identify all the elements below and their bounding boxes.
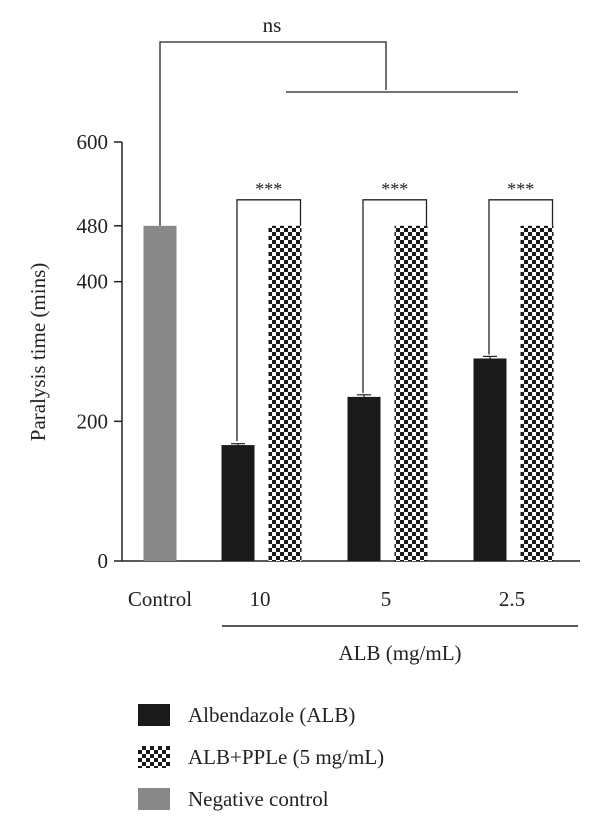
x-tick-label: Control — [128, 587, 192, 611]
significance-label: *** — [255, 179, 282, 199]
legend-swatch-solid — [138, 704, 170, 726]
significance-bracket — [362, 199, 428, 393]
y-tick-label: 400 — [77, 270, 109, 294]
legend-swatch-checker — [138, 746, 170, 768]
bar-chart: 0 200 400 480 600 Control 10 5 2.5 *** *** *** ns P… — [26, 13, 580, 665]
bar — [473, 358, 507, 561]
y-tick-label: 480 — [77, 214, 109, 238]
ns-bracket — [159, 41, 387, 226]
bar — [221, 445, 255, 561]
x-tick-label: 5 — [381, 587, 392, 611]
y-tick-label: 600 — [77, 130, 109, 154]
bar — [347, 396, 381, 561]
legend-item-negative-control: Negative control — [138, 784, 384, 814]
legend-item-alb-pple: ALB+PPLe (5 mg/mL) — [138, 742, 384, 772]
legend-label: Albendazole (ALB) — [188, 702, 356, 727]
x-tick-label: 10 — [250, 587, 271, 611]
ns-label: ns — [263, 13, 282, 37]
y-tick-label: 0 — [98, 549, 109, 573]
bar — [520, 225, 554, 562]
bar — [394, 225, 428, 562]
legend-label: Negative control — [188, 786, 329, 811]
significance-label: *** — [381, 179, 408, 199]
bars — [143, 225, 554, 562]
significance-bracket — [488, 199, 554, 355]
significance-label: *** — [507, 179, 534, 199]
x-tick-label: 2.5 — [499, 587, 525, 611]
significance-markers: *** *** *** ns — [159, 13, 554, 442]
y-axis-title: Paralysis time (mins) — [26, 263, 50, 441]
y-tick-label: 200 — [77, 409, 109, 433]
bar — [143, 225, 177, 562]
legend-label: ALB+PPLe (5 mg/mL) — [188, 744, 385, 769]
legend-item-albendazole: Albendazole (ALB) — [138, 700, 384, 730]
legend-swatch-gray — [138, 788, 170, 810]
axes: 0 200 400 480 600 Control 10 5 2.5 — [77, 130, 580, 627]
significance-bracket — [236, 199, 302, 442]
legend: Albendazole (ALB) ALB+PPLe (5 mg/mL) Neg… — [138, 700, 384, 826]
x-axis-title: ALB (mg/mL) — [338, 641, 461, 665]
bar — [268, 225, 302, 562]
